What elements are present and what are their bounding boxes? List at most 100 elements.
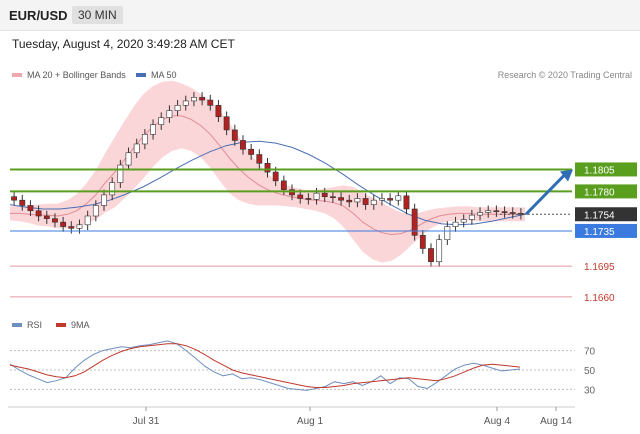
candle <box>346 194 353 208</box>
legend-rsi-ma-label: 9MA <box>71 320 90 330</box>
candle <box>92 200 99 222</box>
candle-body <box>84 215 91 226</box>
candle-body <box>468 214 475 220</box>
candle <box>411 203 418 241</box>
candle-body <box>428 248 434 262</box>
candle-body <box>248 148 255 155</box>
candle-body <box>215 105 222 118</box>
candle <box>150 119 156 140</box>
candle <box>362 193 369 210</box>
candle-body <box>501 211 508 213</box>
candle-body <box>43 215 50 219</box>
candle <box>240 135 246 155</box>
candle <box>84 210 91 231</box>
candle <box>370 194 377 210</box>
candle-body <box>191 97 197 102</box>
candle-body <box>240 140 246 150</box>
candle <box>452 216 459 232</box>
candle <box>215 100 222 123</box>
timeframe-button[interactable]: 30 MIN <box>72 6 123 24</box>
bollinger-band-area <box>10 80 525 263</box>
candle <box>125 147 132 171</box>
candle-body <box>370 199 377 205</box>
candle-body <box>264 163 271 173</box>
level-tag-1.1735 <box>575 223 637 238</box>
candle <box>493 205 500 217</box>
candle-body <box>338 197 344 201</box>
candle-body <box>92 205 99 217</box>
candle <box>403 190 410 215</box>
credit-text: Research © 2020 Trading Central <box>497 70 632 80</box>
level-label-1.1780: 1.1780 <box>584 187 615 198</box>
rsi-panel: 70 50 30 <box>9 340 596 396</box>
candle-body <box>19 199 26 206</box>
candle-body <box>395 195 402 201</box>
candle-body <box>52 218 58 223</box>
candle-body <box>125 152 132 166</box>
legend-ma50: MA 50 <box>136 70 177 80</box>
rsi-tick-label: 50 <box>584 366 596 377</box>
candle-body <box>101 194 107 206</box>
candle <box>231 124 238 146</box>
instrument-title: EUR/USD <box>9 8 68 23</box>
candle <box>248 143 255 160</box>
candle <box>338 192 344 206</box>
candle <box>264 158 271 178</box>
chart-datetime: Tuesday, August 4, 2020 3:49:28 AM CET <box>12 37 235 51</box>
rsi-ma-swatch <box>56 323 66 327</box>
candle-body <box>27 205 34 212</box>
legend-bollinger-label: MA 20 + Bollinger Bands <box>27 70 126 80</box>
candle <box>419 230 426 254</box>
candle-body <box>297 194 304 199</box>
candle <box>158 112 165 130</box>
candle <box>207 94 214 111</box>
candle <box>305 193 312 205</box>
candle-body <box>60 221 67 227</box>
candle <box>109 177 116 201</box>
candle-body <box>150 124 156 135</box>
level-label-1.1660: 1.1660 <box>584 293 615 304</box>
legend-rsi-ma: 9MA <box>56 320 90 330</box>
candle <box>477 207 483 221</box>
candle <box>11 191 18 206</box>
x-tick-label: Aug 4 <box>484 416 511 427</box>
candle <box>133 138 140 159</box>
legend-ma50-label: MA 50 <box>151 70 177 80</box>
candle-body <box>199 97 206 101</box>
candle-body <box>256 154 263 164</box>
candle-body <box>411 208 418 236</box>
candle-body <box>313 192 320 200</box>
candle-body <box>272 171 279 182</box>
candle <box>191 92 197 107</box>
candle <box>19 194 26 211</box>
ma20-line <box>10 115 525 236</box>
candle <box>52 213 58 228</box>
candle-body <box>403 195 410 210</box>
candle <box>509 207 516 219</box>
candle-body <box>231 129 238 141</box>
candle <box>395 190 402 206</box>
candle-body <box>305 198 312 200</box>
candle <box>174 100 181 116</box>
candle-body <box>460 219 467 223</box>
candle-body <box>329 196 336 198</box>
candle <box>379 193 385 206</box>
ma50-swatch <box>136 73 146 77</box>
x-tick-label: Aug 14 <box>540 416 572 427</box>
candle-body <box>346 199 353 203</box>
candle-body <box>76 224 83 229</box>
candle-body <box>117 164 124 183</box>
candle-body <box>68 226 75 229</box>
candle-body <box>158 117 165 125</box>
candle-body <box>379 198 385 201</box>
candle <box>460 214 467 228</box>
candle <box>27 200 34 217</box>
candle-body <box>223 116 230 131</box>
bollinger-swatch <box>12 73 22 77</box>
candle <box>428 243 434 267</box>
level-label-1.1735: 1.1735 <box>584 227 615 238</box>
candle-body <box>182 100 189 106</box>
time-axis: Jul 31 Aug 1 Aug 4 Aug 14 <box>8 406 575 427</box>
rsi-swatch <box>12 323 22 327</box>
